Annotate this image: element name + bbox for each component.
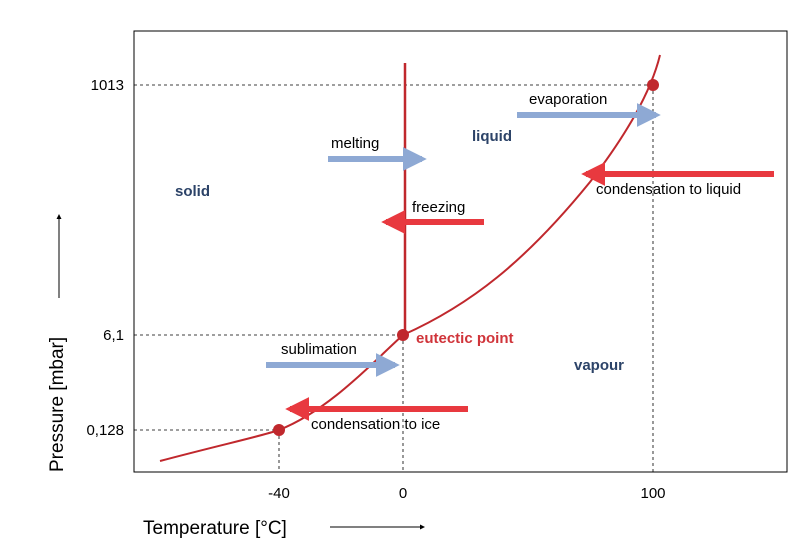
boiling-point-marker (647, 79, 659, 91)
plot-frame (133, 30, 788, 473)
x-tick-minus40: -40 (268, 485, 290, 502)
phase-curve (159, 54, 661, 462)
y-tick-1013: 1013 (91, 77, 124, 94)
region-liquid-label: liquid (472, 128, 512, 145)
y-tick-0-128: 0,128 (86, 422, 124, 439)
guide-lines (134, 84, 654, 472)
x-tick-100: 100 (640, 485, 665, 502)
condensation-liquid-label: condensation to liquid (596, 181, 741, 198)
evaporation-label: evaporation (529, 91, 607, 108)
x-tick-0: 0 (399, 485, 407, 502)
x-axis-label: Temperature [°C] (143, 518, 287, 539)
freezing-label: freezing (412, 199, 465, 216)
sublimation-label: sublimation (281, 341, 357, 358)
region-vapour-label: vapour (574, 357, 624, 374)
y-tick-6-1: 6,1 (103, 327, 124, 344)
condensation-ice-label: condensation to ice (311, 416, 440, 433)
melting-label: melting (331, 135, 379, 152)
triple-point-marker (273, 424, 285, 436)
y-axis-label: Pressure [mbar] (47, 337, 68, 472)
eutectic-point-marker (397, 329, 409, 341)
region-solid-label: solid (175, 183, 210, 200)
eutectic-point-label: eutectic point (416, 330, 514, 347)
